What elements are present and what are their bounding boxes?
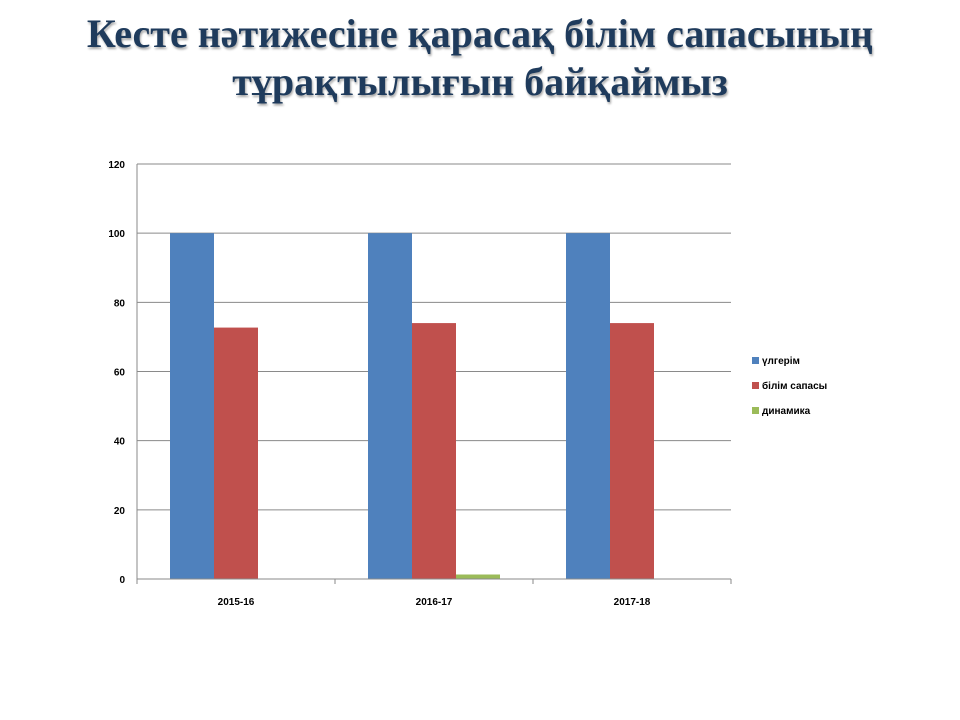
x-axis-ticks: 2015-16 2016-17 2017-18 [218, 597, 651, 608]
legend-swatch [752, 357, 759, 364]
bars [170, 233, 654, 579]
legend-label: үлгерім [762, 356, 800, 367]
legend: үлгерім білім сапасы динамика [752, 356, 827, 417]
bar [368, 233, 412, 579]
axes [136, 164, 732, 584]
legend-swatch [752, 407, 759, 414]
bar [456, 574, 500, 579]
title-line-1: Кесте нәтижесіне қарасақ білім сапасының [86, 11, 874, 56]
bar [214, 327, 258, 579]
title-line-2: тұрақтылығын байқаймыз [232, 59, 728, 104]
y-tick-label: 0 [119, 575, 125, 586]
slide-title: Кесте нәтижесіне қарасақ білім сапасының… [40, 10, 920, 106]
y-tick-label: 80 [114, 298, 126, 309]
legend-swatch [752, 382, 759, 389]
y-tick-label: 60 [114, 368, 126, 379]
y-tick-label: 20 [114, 506, 126, 517]
x-tick-label: 2017-18 [614, 597, 651, 608]
y-tick-label: 100 [108, 229, 125, 240]
legend-label: динамика [762, 406, 811, 417]
bar [170, 233, 214, 579]
y-tick-label: 40 [114, 437, 126, 448]
x-tick-label: 2015-16 [218, 597, 255, 608]
bar [610, 323, 654, 579]
bar [566, 233, 610, 579]
x-tick-label: 2016-17 [416, 597, 453, 608]
bar [412, 323, 456, 579]
legend-label: білім сапасы [762, 380, 827, 392]
y-axis-ticks: 0 20 40 60 80 100 120 [108, 160, 125, 586]
y-tick-label: 120 [108, 160, 125, 171]
